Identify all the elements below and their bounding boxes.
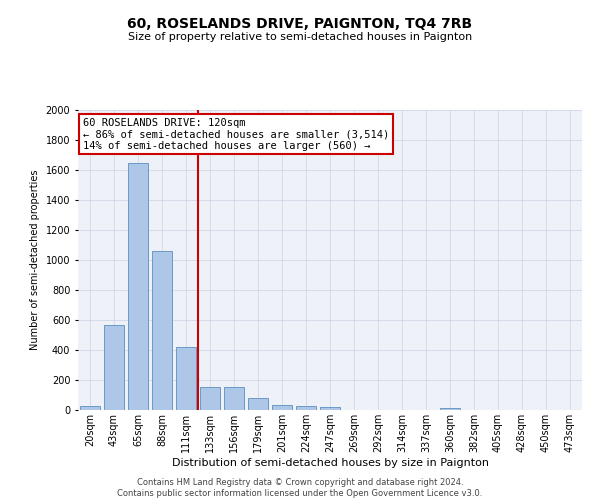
Bar <box>128 162 148 410</box>
Bar <box>176 347 196 410</box>
Text: 60, ROSELANDS DRIVE, PAIGNTON, TQ4 7RB: 60, ROSELANDS DRIVE, PAIGNTON, TQ4 7RB <box>127 18 473 32</box>
Bar <box>248 398 268 410</box>
Bar <box>200 387 220 410</box>
Bar <box>104 324 124 410</box>
Bar <box>80 406 100 410</box>
Bar <box>224 387 244 410</box>
Bar <box>152 251 172 410</box>
Bar <box>440 408 460 410</box>
Y-axis label: Number of semi-detached properties: Number of semi-detached properties <box>30 170 40 350</box>
Text: Size of property relative to semi-detached houses in Paignton: Size of property relative to semi-detach… <box>128 32 472 42</box>
Bar <box>272 405 292 410</box>
X-axis label: Distribution of semi-detached houses by size in Paignton: Distribution of semi-detached houses by … <box>172 458 488 468</box>
Bar <box>320 407 340 410</box>
Text: 60 ROSELANDS DRIVE: 120sqm
← 86% of semi-detached houses are smaller (3,514)
14%: 60 ROSELANDS DRIVE: 120sqm ← 86% of semi… <box>83 118 389 150</box>
Bar <box>296 406 316 410</box>
Text: Contains HM Land Registry data © Crown copyright and database right 2024.
Contai: Contains HM Land Registry data © Crown c… <box>118 478 482 498</box>
